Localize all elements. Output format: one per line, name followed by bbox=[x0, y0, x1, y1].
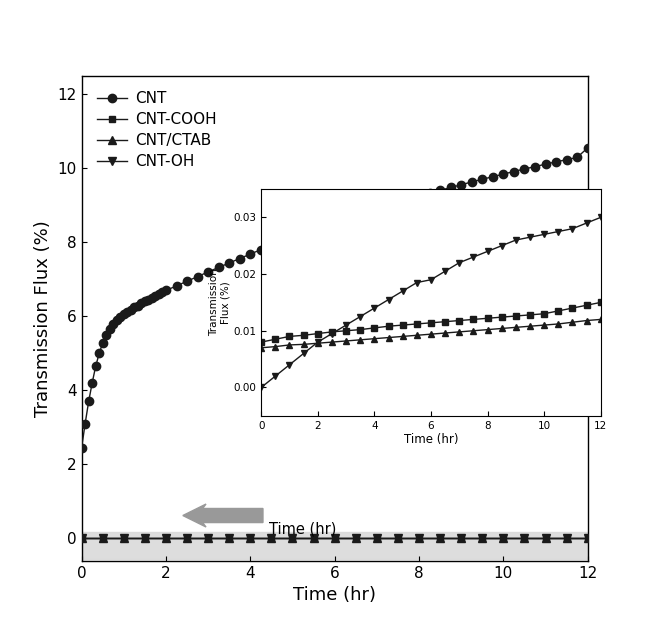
CNT-OH bbox=[563, 535, 571, 542]
X-axis label: Time (hr): Time (hr) bbox=[293, 586, 376, 604]
CNT/CTAB bbox=[246, 535, 254, 542]
CNT/CTAB bbox=[120, 535, 128, 542]
CNT/CTAB bbox=[541, 535, 549, 542]
CNT-OH bbox=[373, 535, 381, 542]
CNT-OH bbox=[204, 535, 212, 542]
CNT/CTAB bbox=[500, 535, 507, 542]
CNT-COOH bbox=[225, 535, 233, 542]
CNT/CTAB bbox=[78, 535, 86, 542]
CNT-COOH bbox=[541, 535, 549, 542]
CNT-COOH bbox=[183, 535, 191, 542]
CNT-COOH bbox=[415, 535, 423, 542]
CNT bbox=[194, 273, 202, 280]
Bar bbox=[82, 532, 588, 559]
CNT-OH bbox=[394, 535, 402, 542]
CNT-OH bbox=[162, 535, 170, 542]
CNT-COOH bbox=[99, 535, 106, 542]
CNT-OH bbox=[541, 535, 549, 542]
CNT/CTAB bbox=[479, 535, 486, 542]
CNT-OH bbox=[520, 535, 528, 542]
Legend: CNT, CNT-COOH, CNT/CTAB, CNT-OH: CNT, CNT-COOH, CNT/CTAB, CNT-OH bbox=[89, 83, 225, 177]
Line: CNT-OH: CNT-OH bbox=[78, 534, 592, 542]
CNT-OH bbox=[99, 535, 106, 542]
CNT/CTAB bbox=[310, 535, 317, 542]
CNT-COOH bbox=[289, 535, 296, 542]
CNT-COOH bbox=[268, 535, 276, 542]
CNT-COOH bbox=[373, 535, 381, 542]
X-axis label: Time (hr): Time (hr) bbox=[404, 433, 458, 447]
CNT/CTAB bbox=[415, 535, 423, 542]
CNT-OH bbox=[183, 535, 191, 542]
CNT bbox=[78, 444, 86, 452]
CNT/CTAB bbox=[352, 535, 360, 542]
Y-axis label: Transmission
Flux (%): Transmission Flux (%) bbox=[209, 268, 231, 336]
CNT/CTAB bbox=[289, 535, 296, 542]
CNT-COOH bbox=[331, 535, 339, 542]
CNT bbox=[563, 156, 571, 163]
CNT-COOH bbox=[120, 535, 128, 542]
FancyArrow shape bbox=[183, 504, 263, 527]
Line: CNT/CTAB: CNT/CTAB bbox=[78, 534, 592, 542]
CNT-OH bbox=[289, 535, 296, 542]
CNT-COOH bbox=[479, 535, 486, 542]
CNT-COOH bbox=[394, 535, 402, 542]
CNT-OH bbox=[500, 535, 507, 542]
CNT/CTAB bbox=[268, 535, 276, 542]
CNT-COOH bbox=[246, 535, 254, 542]
CNT bbox=[584, 144, 592, 152]
CNT/CTAB bbox=[141, 535, 149, 542]
CNT-OH bbox=[310, 535, 317, 542]
CNT-OH bbox=[225, 535, 233, 542]
CNT bbox=[131, 304, 138, 311]
CNT-OH bbox=[352, 535, 360, 542]
CNT bbox=[257, 246, 264, 253]
CNT-OH bbox=[141, 535, 149, 542]
CNT-COOH bbox=[520, 535, 528, 542]
CNT/CTAB bbox=[225, 535, 233, 542]
CNT-COOH bbox=[436, 535, 444, 542]
CNT/CTAB bbox=[99, 535, 106, 542]
CNT-COOH bbox=[141, 535, 149, 542]
CNT-OH bbox=[78, 535, 86, 542]
CNT-OH bbox=[436, 535, 444, 542]
CNT-OH bbox=[246, 535, 254, 542]
CNT-OH bbox=[479, 535, 486, 542]
CNT/CTAB bbox=[457, 535, 465, 542]
CNT-COOH bbox=[162, 535, 170, 542]
CNT bbox=[144, 296, 152, 304]
CNT-COOH bbox=[204, 535, 212, 542]
CNT/CTAB bbox=[373, 535, 381, 542]
CNT-OH bbox=[268, 535, 276, 542]
CNT/CTAB bbox=[563, 535, 571, 542]
CNT-COOH bbox=[563, 535, 571, 542]
CNT-OH bbox=[584, 535, 592, 542]
CNT/CTAB bbox=[584, 535, 592, 542]
Line: CNT: CNT bbox=[78, 144, 592, 452]
CNT-COOH bbox=[78, 535, 86, 542]
CNT/CTAB bbox=[162, 535, 170, 542]
CNT-OH bbox=[331, 535, 339, 542]
CNT-COOH bbox=[310, 535, 317, 542]
CNT-COOH bbox=[352, 535, 360, 542]
Line: CNT-COOH: CNT-COOH bbox=[78, 535, 591, 542]
CNT/CTAB bbox=[204, 535, 212, 542]
CNT-OH bbox=[120, 535, 128, 542]
Y-axis label: Transmission Flux (%): Transmission Flux (%) bbox=[34, 220, 52, 416]
CNT-COOH bbox=[584, 535, 592, 542]
CNT-COOH bbox=[457, 535, 465, 542]
CNT-OH bbox=[457, 535, 465, 542]
Text: Time (hr): Time (hr) bbox=[269, 522, 337, 537]
CNT/CTAB bbox=[394, 535, 402, 542]
CNT/CTAB bbox=[520, 535, 528, 542]
CNT-OH bbox=[415, 535, 423, 542]
CNT bbox=[489, 173, 497, 180]
CNT/CTAB bbox=[331, 535, 339, 542]
CNT/CTAB bbox=[183, 535, 191, 542]
CNT-COOH bbox=[500, 535, 507, 542]
CNT/CTAB bbox=[436, 535, 444, 542]
